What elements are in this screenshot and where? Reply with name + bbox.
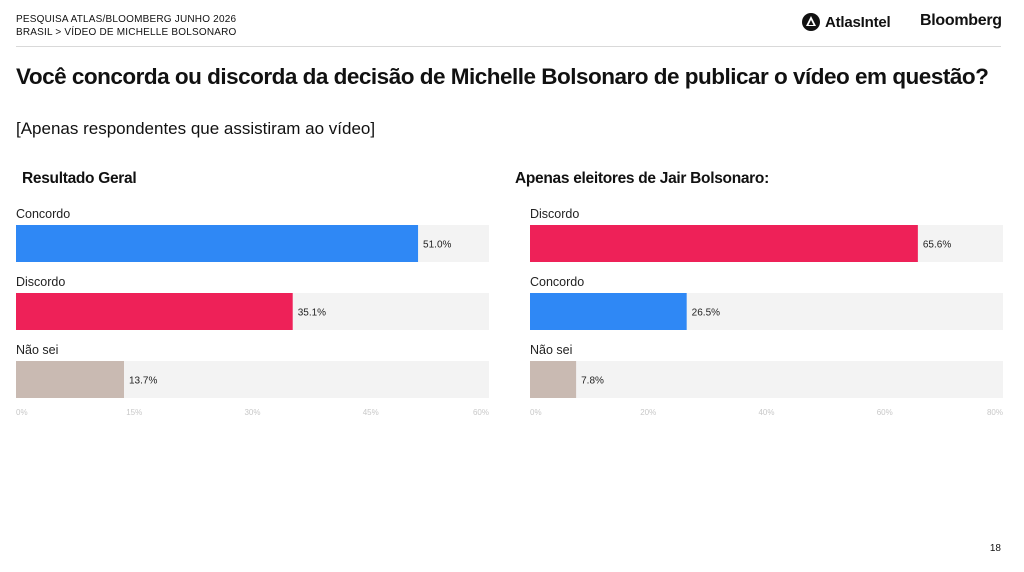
category-label: Concordo — [530, 275, 584, 289]
category-label: Discordo — [16, 275, 65, 289]
data-label: 13.7% — [129, 376, 157, 387]
bar — [530, 225, 918, 262]
data-label: 35.1% — [298, 308, 326, 319]
x-tick-label: 80% — [987, 408, 1003, 417]
atlasintel-logo-text: AtlasIntel — [825, 13, 891, 31]
category-label: Concordo — [16, 207, 70, 221]
x-tick-label: 0% — [530, 408, 542, 417]
header-context: PESQUISA ATLAS/BLOOMBERG JUNHO 2026 BRAS… — [16, 13, 237, 39]
x-tick-label: 0% — [16, 408, 28, 417]
x-tick-label: 60% — [877, 408, 893, 417]
page-title: Você concorda ou discorda da decisão de … — [16, 64, 989, 89]
page-subtitle: [Apenas respondentes que assistiram ao v… — [16, 119, 376, 138]
chart-title-right: Apenas eleitores de Jair Bolsonaro: — [515, 170, 769, 187]
bar — [530, 361, 577, 398]
header-divider — [16, 46, 1001, 47]
x-tick-label: 40% — [758, 408, 774, 417]
data-label: 51.0% — [423, 240, 451, 251]
bar — [16, 293, 293, 330]
chart-right: Discordo 65.6% Concordo 26.5% Não sei 7.8% 0% 2… — [524, 200, 1024, 430]
chart-left-svg: Concordo 51.0% Discordo 35.1% Não sei 13.7% 0%… — [16, 207, 489, 417]
data-label: 65.6% — [923, 240, 951, 251]
bar — [16, 361, 125, 398]
header-breadcrumb: BRASIL > VÍDEO DE MICHELLE BOLSONARO — [16, 27, 237, 38]
data-label: 7.8% — [581, 376, 604, 387]
bar-track — [530, 361, 1003, 398]
bar — [530, 293, 687, 330]
chart-right-svg: Discordo 65.6% Concordo 26.5% Não sei 7.8% 0% 2… — [530, 207, 1003, 417]
category-label: Discordo — [530, 207, 579, 221]
atlasintel-mark-icon — [802, 13, 820, 31]
page-number: 18 — [989, 543, 1001, 554]
chart-title-left: Resultado Geral — [22, 170, 137, 187]
bloomberg-logo: Bloomberg — [920, 12, 1002, 29]
category-label: Não sei — [530, 343, 572, 357]
x-tick-label: 30% — [244, 408, 260, 417]
bar — [16, 225, 419, 262]
x-tick-label: 20% — [640, 408, 656, 417]
data-label: 26.5% — [692, 308, 720, 319]
category-label: Não sei — [16, 343, 58, 357]
x-tick-label: 60% — [473, 408, 489, 417]
header-survey-label: PESQUISA ATLAS/BLOOMBERG JUNHO 2026 — [16, 14, 237, 25]
x-tick-label: 15% — [126, 408, 142, 417]
x-tick-label: 45% — [363, 408, 379, 417]
chart-left: Concordo 51.0% Discordo 35.1% Não sei 13.7% 0%… — [10, 200, 510, 430]
atlasintel-logo: AtlasIntel — [801, 12, 891, 32]
